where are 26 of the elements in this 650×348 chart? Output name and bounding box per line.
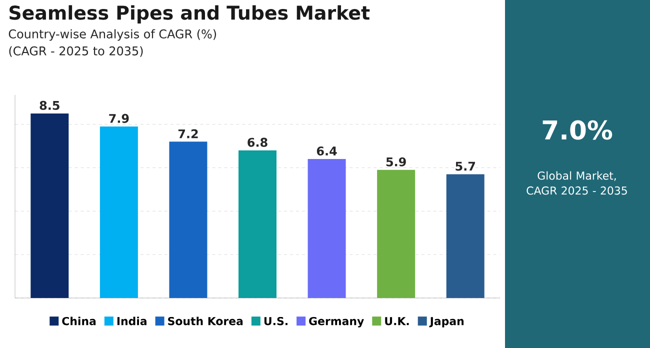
data-label: 7.2 [178, 129, 198, 138]
x-tick-label: Germany [309, 316, 364, 328]
text: (CAGR - 2025 to 2035) [9, 46, 143, 57]
data-label: 5.9 [386, 157, 406, 166]
bar [377, 170, 416, 298]
bar [169, 142, 208, 298]
bar [308, 159, 346, 298]
text: 7.0% [542, 120, 612, 140]
chart-subtitle: Country-wise Analysis of CAGR (%) [8, 29, 216, 41]
x-tick-label: China [62, 316, 96, 326]
data-label: 8.5 [40, 100, 60, 110]
text: Global Market, CAGR 2025 - 2035 [526, 171, 627, 195]
chart-title: Seamless Pipes and Tubes Market [10, 5, 370, 24]
data-label: 6.8 [248, 138, 268, 147]
bar [100, 126, 138, 298]
bar [30, 113, 69, 298]
data-label: 7.9 [109, 114, 129, 123]
bar [238, 150, 277, 298]
x-tick-label: U.S. [264, 316, 288, 326]
bar [446, 174, 484, 298]
x-tick-label: Japan [429, 317, 464, 328]
x-tick-label: U.K. [385, 317, 409, 326]
data-label: 5.7 [456, 162, 475, 171]
x-tick-label: India [117, 316, 146, 326]
x-tick-label: South Korea [168, 316, 243, 326]
data-label: 6.4 [316, 146, 337, 156]
